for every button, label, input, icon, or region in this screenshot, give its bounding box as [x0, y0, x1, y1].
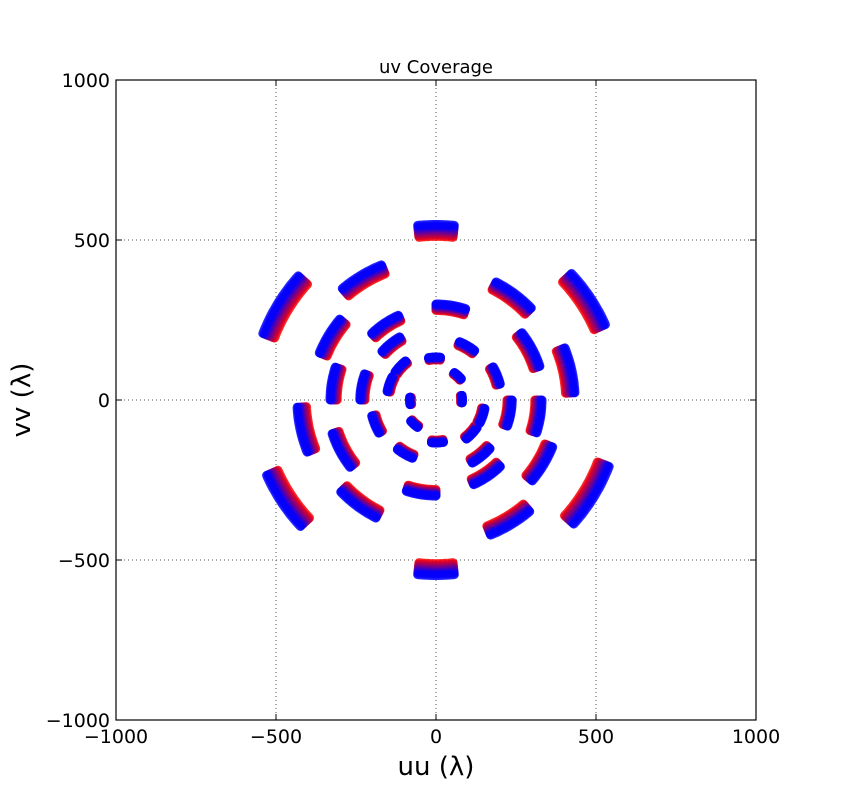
uv-track-20 [325, 362, 347, 405]
uv-track-38 [405, 392, 417, 410]
uv-track-19 [327, 427, 361, 472]
uv-track-21 [525, 395, 547, 438]
uv-track-32 [424, 352, 445, 365]
uv-track-30 [390, 356, 412, 379]
uv-track-4-channel-8 [567, 269, 610, 330]
uv-track-18 [511, 328, 545, 373]
uv-track-24-channel-8 [455, 337, 480, 355]
uv-track-33 [427, 435, 448, 448]
uv-track-30-channel-8 [390, 356, 410, 377]
uv-track-26 [485, 362, 505, 390]
uv-track-1-channel-8 [413, 570, 459, 580]
uv-track-35 [472, 403, 490, 428]
tick-labels: −1000 −500 0 500 1000 −1000 −500 0 500 1000 [46, 70, 780, 748]
uv-tracks [258, 220, 614, 580]
uv-track-32-channel-8 [424, 352, 445, 363]
uv-track-15 [401, 480, 441, 501]
uv-track-35-channel-8 [475, 404, 490, 428]
uv-track-16-channel-8 [314, 314, 345, 358]
uv-track-36-channel-8 [450, 368, 466, 384]
uv-track-1 [413, 558, 459, 580]
x-tick-label-1: −500 [250, 726, 302, 748]
uv-track-24 [453, 337, 480, 359]
uv-track-28 [355, 369, 374, 405]
uv-track-2-channel-8 [258, 271, 303, 338]
uv-track-7-channel-8 [486, 507, 535, 540]
uv-track-0-channel-8 [413, 220, 459, 230]
uv-track-8 [487, 277, 536, 319]
uv-track-27 [367, 410, 387, 438]
uv-track-14 [431, 299, 471, 320]
uv-track-39 [455, 390, 467, 408]
chart-title: uv Coverage [379, 57, 493, 78]
uv-track-12 [367, 310, 406, 343]
y-tick-label-1: −500 [58, 550, 110, 572]
x-axis-label: uu (λ) [398, 752, 475, 782]
uv-track-10-channel-8 [560, 343, 580, 398]
uv-track-26-channel-8 [488, 362, 505, 389]
uv-track-3-channel-8 [569, 462, 614, 529]
uv-track-21-channel-8 [532, 395, 547, 438]
uv-track-12-channel-8 [367, 310, 403, 338]
uv-track-6-channel-8 [337, 260, 386, 293]
x-tick-label-3: 500 [578, 726, 614, 748]
uv-track-34-channel-8 [382, 372, 397, 396]
uv-track-11-channel-8 [292, 402, 312, 457]
uv-track-37-channel-8 [406, 416, 422, 432]
uv-track-9-channel-8 [336, 487, 381, 523]
uv-track-29 [498, 395, 517, 431]
uv-track-17 [521, 439, 558, 486]
uv-track-22-channel-8 [377, 332, 405, 356]
uv-track-36 [448, 368, 466, 385]
uv-track-5 [262, 465, 314, 531]
uv-track-10 [551, 343, 580, 398]
y-tick-label-3: 500 [74, 230, 110, 252]
uv-track-11 [292, 402, 321, 457]
uv-track-31-channel-8 [462, 423, 482, 444]
uv-track-29-channel-8 [503, 395, 517, 431]
uv-track-15-channel-8 [401, 486, 441, 501]
uv-track-20-channel-8 [325, 362, 340, 405]
uv-track-16 [314, 314, 351, 361]
x-tick-label-2: 0 [430, 726, 442, 748]
uv-track-14-channel-8 [431, 299, 471, 314]
uv-track-8-channel-8 [491, 277, 536, 313]
uv-track-25-channel-8 [392, 445, 417, 463]
uv-track-17-channel-8 [527, 442, 558, 486]
uv-track-23 [465, 441, 495, 468]
uv-track-4 [558, 269, 610, 335]
uv-track-19-channel-8 [327, 429, 355, 472]
y-tick-label-2: 0 [98, 390, 110, 412]
uv-track-34 [382, 372, 400, 397]
axis-ticks [115, 79, 757, 721]
uv-track-3 [560, 457, 614, 529]
uv-track-37 [406, 415, 424, 432]
y-tick-label-4: 1000 [62, 70, 110, 92]
uv-track-25 [392, 441, 419, 463]
uv-track-18-channel-8 [517, 328, 545, 371]
uv-track-13-channel-8 [469, 462, 505, 490]
y-axis-label: vv (λ) [7, 363, 37, 438]
uv-track-7 [482, 499, 535, 540]
uv-track-23-channel-8 [467, 444, 495, 468]
uv-track-6 [337, 260, 390, 301]
uv-track-28-channel-8 [355, 369, 369, 405]
uv-track-22 [377, 332, 407, 359]
uv-track-27-channel-8 [367, 411, 384, 438]
uv-track-31 [460, 421, 482, 444]
uv-track-13 [466, 457, 505, 490]
uv-track-2 [258, 271, 312, 343]
x-tick-label-0: −1000 [84, 726, 148, 748]
uv-track-33-channel-8 [427, 437, 448, 448]
uv-track-0 [413, 220, 459, 242]
y-tick-label-0: −1000 [46, 710, 110, 732]
uv-track-5-channel-8 [262, 470, 305, 531]
x-tick-label-4: 1000 [732, 726, 780, 748]
uv-track-9 [336, 481, 385, 523]
